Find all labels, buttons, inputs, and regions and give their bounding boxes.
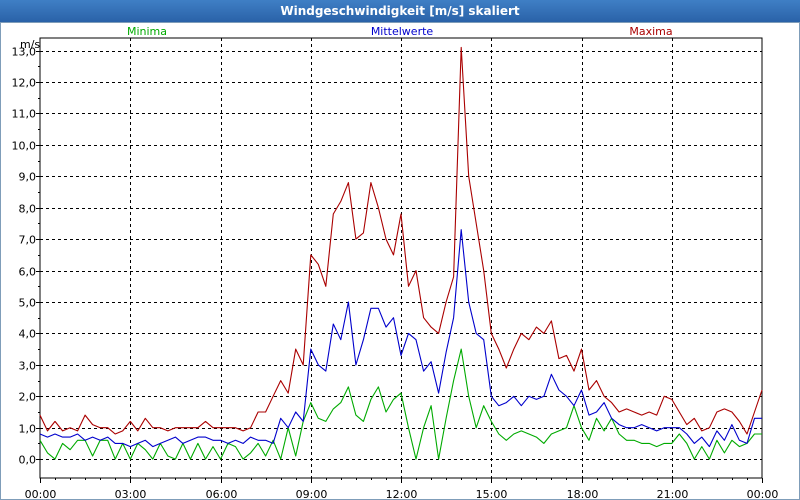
x-tick-time: 12:00 bbox=[386, 488, 418, 500]
y-tick-label: 6,0 bbox=[19, 266, 37, 279]
y-tick-label: 7,0 bbox=[19, 234, 37, 247]
x-tick-time: 21:00 bbox=[657, 488, 689, 500]
legend-mittelwerte: Mittelwerte bbox=[371, 25, 434, 38]
y-tick-label: 1,0 bbox=[19, 423, 37, 436]
chart-title: Windgeschwindigkeit [m/s] skaliert bbox=[0, 0, 800, 22]
y-tick-label: 4,0 bbox=[19, 328, 37, 341]
y-tick-label: 13,0 bbox=[12, 46, 37, 59]
series-mittelwerte-line bbox=[39, 229, 762, 448]
x-axis: 00:0004.05.1103:0004.05.1106:0004.05.110… bbox=[25, 478, 779, 500]
x-tick-time: 15:00 bbox=[476, 488, 508, 500]
x-tick-time: 18:00 bbox=[567, 488, 599, 500]
y-tick-label: 5,0 bbox=[19, 297, 37, 310]
x-tick-time: 00:00 bbox=[747, 488, 779, 500]
legend-maxima: Maxima bbox=[629, 25, 672, 38]
y-tick-label: 10,0 bbox=[12, 140, 37, 153]
y-tick-label: 12,0 bbox=[12, 77, 37, 90]
y-axis: 0,0 1,0 2,0 3,0 4,0 5,0 6,0 7,0 8,0 9,0 10,0 11,0 12… bbox=[12, 46, 40, 467]
x-tick-time: 00:00 bbox=[25, 488, 57, 500]
wind-speed-chart: 0,0 1,0 2,0 3,0 4,0 5,0 6,0 7,0 8,0 9,0 10,0 11,0 12… bbox=[0, 22, 800, 500]
y-tick-label: 0,0 bbox=[19, 454, 37, 467]
y-tick-label: 3,0 bbox=[19, 360, 37, 373]
x-tick-time: 09:00 bbox=[296, 488, 328, 500]
series-maxima-line bbox=[39, 46, 763, 435]
y-tick-label: 8,0 bbox=[19, 203, 37, 216]
x-tick-time: 03:00 bbox=[115, 488, 147, 500]
legend: Minima Mittelwerte Maxima bbox=[127, 25, 673, 38]
x-tick-time: 06:00 bbox=[206, 488, 238, 500]
y-axis-label: m/s bbox=[20, 38, 40, 51]
y-tick-label: 11,0 bbox=[12, 108, 37, 121]
series-lines bbox=[39, 46, 763, 460]
y-tick-label: 2,0 bbox=[19, 391, 37, 404]
legend-minima: Minima bbox=[127, 25, 167, 38]
y-tick-label: 9,0 bbox=[19, 171, 37, 184]
